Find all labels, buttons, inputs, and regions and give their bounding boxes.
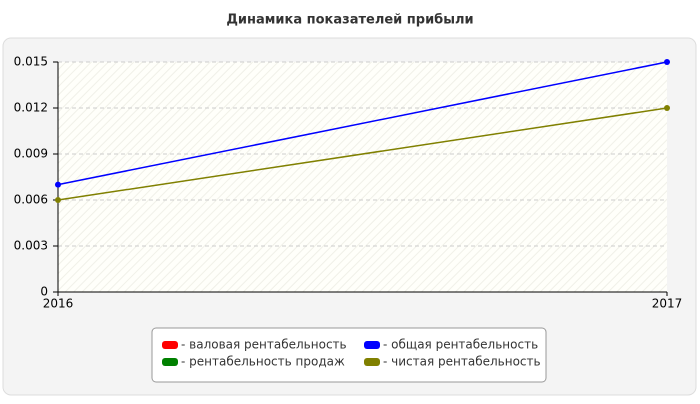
plot-hatch — [58, 62, 667, 292]
series-line — [57, 61, 668, 186]
legend-label: - валовая рентабельность — [181, 338, 347, 352]
series-line — [57, 107, 668, 201]
y-tick-label: 0.006 — [14, 193, 48, 207]
data-point — [664, 105, 670, 111]
legend-swatch — [364, 341, 380, 349]
y-tick-label: 0.003 — [14, 239, 48, 253]
legend-swatch — [162, 341, 178, 349]
data-point — [55, 197, 61, 203]
data-point — [55, 181, 61, 188]
y-tick-label: 0.015 — [14, 55, 48, 69]
data-point — [664, 59, 670, 65]
legend-label: - чистая рентабельность — [383, 355, 541, 369]
legend-label: - рентабельность продаж — [181, 355, 345, 369]
legend-swatch — [162, 358, 178, 366]
y-tick-label: 0.009 — [14, 147, 48, 161]
legend — [151, 327, 547, 383]
chart-title: Динамика показателей прибыли — [226, 13, 473, 28]
x-tick-label: 2017 — [652, 297, 683, 311]
legend-swatch — [364, 358, 380, 366]
y-tick-label: 0.012 — [14, 101, 48, 115]
legend-label: - общая рентабельность — [383, 338, 538, 352]
y-tick-label: 0 — [40, 285, 48, 299]
x-tick-label: 2016 — [43, 297, 74, 311]
